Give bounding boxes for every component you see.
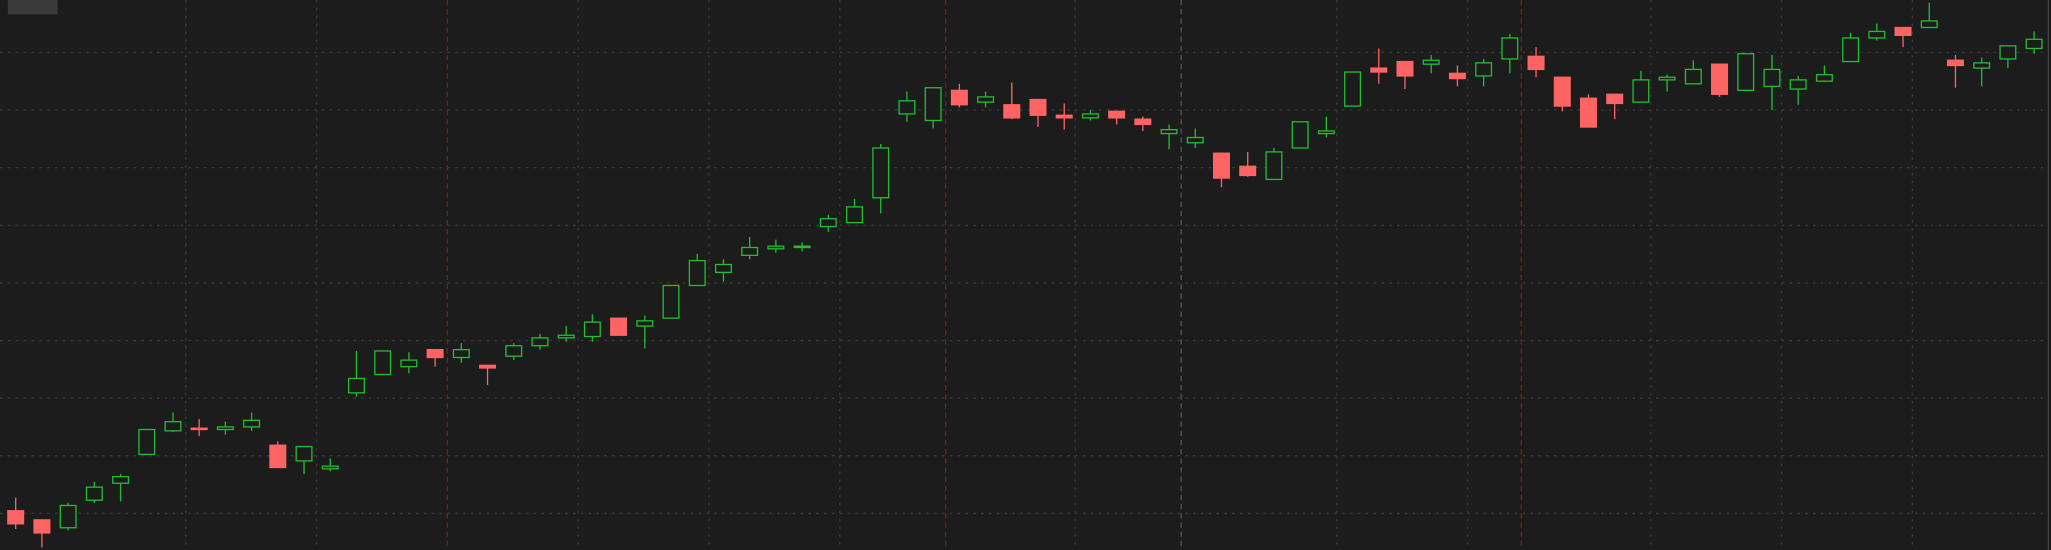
candle-body: [1606, 93, 1624, 105]
candle-body: [924, 87, 942, 122]
candle-body: [1527, 55, 1545, 71]
candle-body: [1711, 63, 1729, 95]
candle-body: [7, 510, 25, 525]
candle-body: [452, 348, 470, 359]
candle-body: [269, 444, 287, 469]
candle-body: [243, 419, 261, 428]
candle-body: [1422, 59, 1440, 65]
candle-body: [1370, 67, 1388, 73]
candle-body: [1265, 151, 1283, 181]
candle-body: [164, 421, 182, 432]
candle-body: [1186, 136, 1204, 144]
candle-body: [295, 445, 313, 462]
candle-body: [33, 519, 51, 534]
candle-body: [1212, 152, 1230, 179]
candle-body: [1029, 98, 1047, 116]
candle-body: [479, 364, 497, 369]
candle-body: [426, 348, 444, 359]
candle-body: [1501, 37, 1519, 60]
candle-body: [610, 317, 628, 336]
candle-body: [636, 320, 654, 327]
candle-body: [1815, 73, 1833, 82]
candle-body: [216, 426, 234, 431]
candle-body: [898, 100, 916, 115]
candle-body: [1317, 130, 1335, 135]
candle-body: [1894, 26, 1912, 37]
candle-body: [1789, 79, 1807, 90]
candle-body: [1291, 121, 1309, 149]
candle-body: [190, 427, 208, 431]
vertical-grid: [185, 0, 1914, 550]
candle-body: [1344, 71, 1362, 107]
candle-body: [950, 89, 968, 106]
candle-body: [2025, 38, 2043, 50]
candle-body: [1448, 72, 1466, 80]
logo-badge: [7, 0, 58, 15]
candle-body: [1475, 62, 1493, 77]
candle-body: [59, 504, 77, 529]
candle-body: [688, 259, 706, 287]
candle-body: [583, 321, 601, 338]
candle-body: [112, 476, 130, 484]
candle-body: [819, 218, 837, 228]
candle-body: [714, 263, 732, 274]
candle-body: [557, 334, 575, 339]
candle-body: [374, 350, 392, 376]
candle-body: [347, 377, 365, 394]
candle-body: [1553, 76, 1571, 107]
candle-body: [662, 284, 680, 319]
candle-body: [138, 428, 156, 456]
candle-body: [1632, 79, 1650, 103]
candle-body: [85, 486, 103, 501]
candle-body: [977, 96, 995, 103]
candle-body: [321, 465, 339, 470]
candle-body: [1579, 97, 1597, 128]
candle-body: [1055, 114, 1073, 119]
candle-body: [1737, 53, 1755, 92]
candle-body: [1684, 68, 1702, 85]
candle-body: [1003, 104, 1021, 119]
candle-body: [1999, 45, 2017, 60]
candle-body: [1946, 59, 1964, 67]
candle-body: [1842, 37, 1860, 63]
candle-body: [1973, 62, 1991, 69]
candle-body: [767, 245, 785, 250]
candle-body: [741, 246, 759, 257]
candle-body: [846, 206, 864, 224]
candle-body: [1160, 128, 1178, 135]
candle-body: [1134, 118, 1152, 126]
candle-body: [531, 337, 549, 347]
candle-body: [872, 147, 890, 199]
candle-body: [793, 245, 811, 249]
candle-body: [1396, 60, 1414, 77]
candle-body: [1920, 20, 1938, 29]
candle-body: [1108, 110, 1126, 119]
candle-body: [1081, 113, 1099, 119]
candle-body: [1239, 165, 1257, 177]
candle-body: [1658, 76, 1676, 81]
candle-body: [400, 359, 418, 368]
candle-body: [505, 345, 523, 357]
candle-body: [1763, 68, 1781, 88]
candle-body: [1868, 30, 1886, 39]
